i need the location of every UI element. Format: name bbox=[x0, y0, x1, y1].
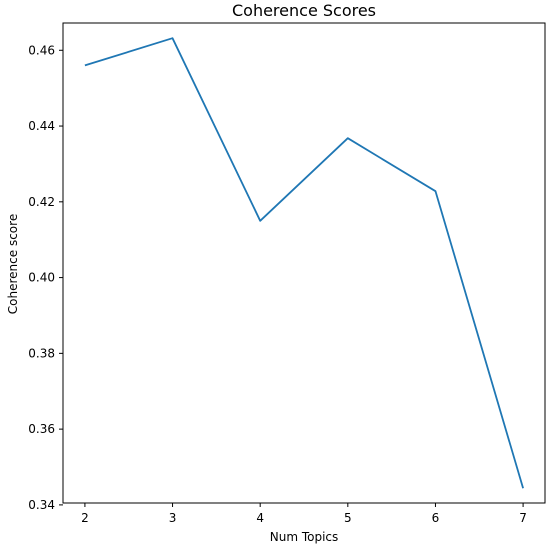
x-tick-label: 6 bbox=[432, 511, 440, 525]
y-tick-label: 0.38 bbox=[28, 346, 55, 360]
y-tick-label: 0.40 bbox=[28, 271, 55, 285]
x-axis-label: Num Topics bbox=[270, 530, 339, 544]
y-axis: 0.34 0.36 0.38 0.40 0.42 0.44 0.46 bbox=[28, 43, 63, 512]
x-tick-label: 5 bbox=[344, 511, 352, 525]
y-tick-label: 0.36 bbox=[28, 422, 55, 436]
plot-area bbox=[62, 22, 546, 504]
y-tick-label: 0.44 bbox=[28, 119, 55, 133]
y-tick-label: 0.46 bbox=[28, 43, 55, 57]
x-tick-label: 4 bbox=[256, 511, 264, 525]
x-axis: 2 3 4 5 6 7 bbox=[81, 503, 527, 525]
chart-title: Coherence Scores bbox=[232, 1, 376, 20]
x-tick-label: 3 bbox=[169, 511, 177, 525]
series-line bbox=[84, 37, 524, 489]
x-tick-label: 7 bbox=[519, 511, 527, 525]
plot-frame bbox=[62, 22, 546, 504]
y-tick-label: 0.42 bbox=[28, 195, 55, 209]
x-tick-label: 2 bbox=[81, 511, 89, 525]
y-axis-label: Coherence score bbox=[6, 214, 20, 314]
series-group bbox=[84, 37, 524, 489]
y-tick-label: 0.34 bbox=[28, 498, 55, 512]
